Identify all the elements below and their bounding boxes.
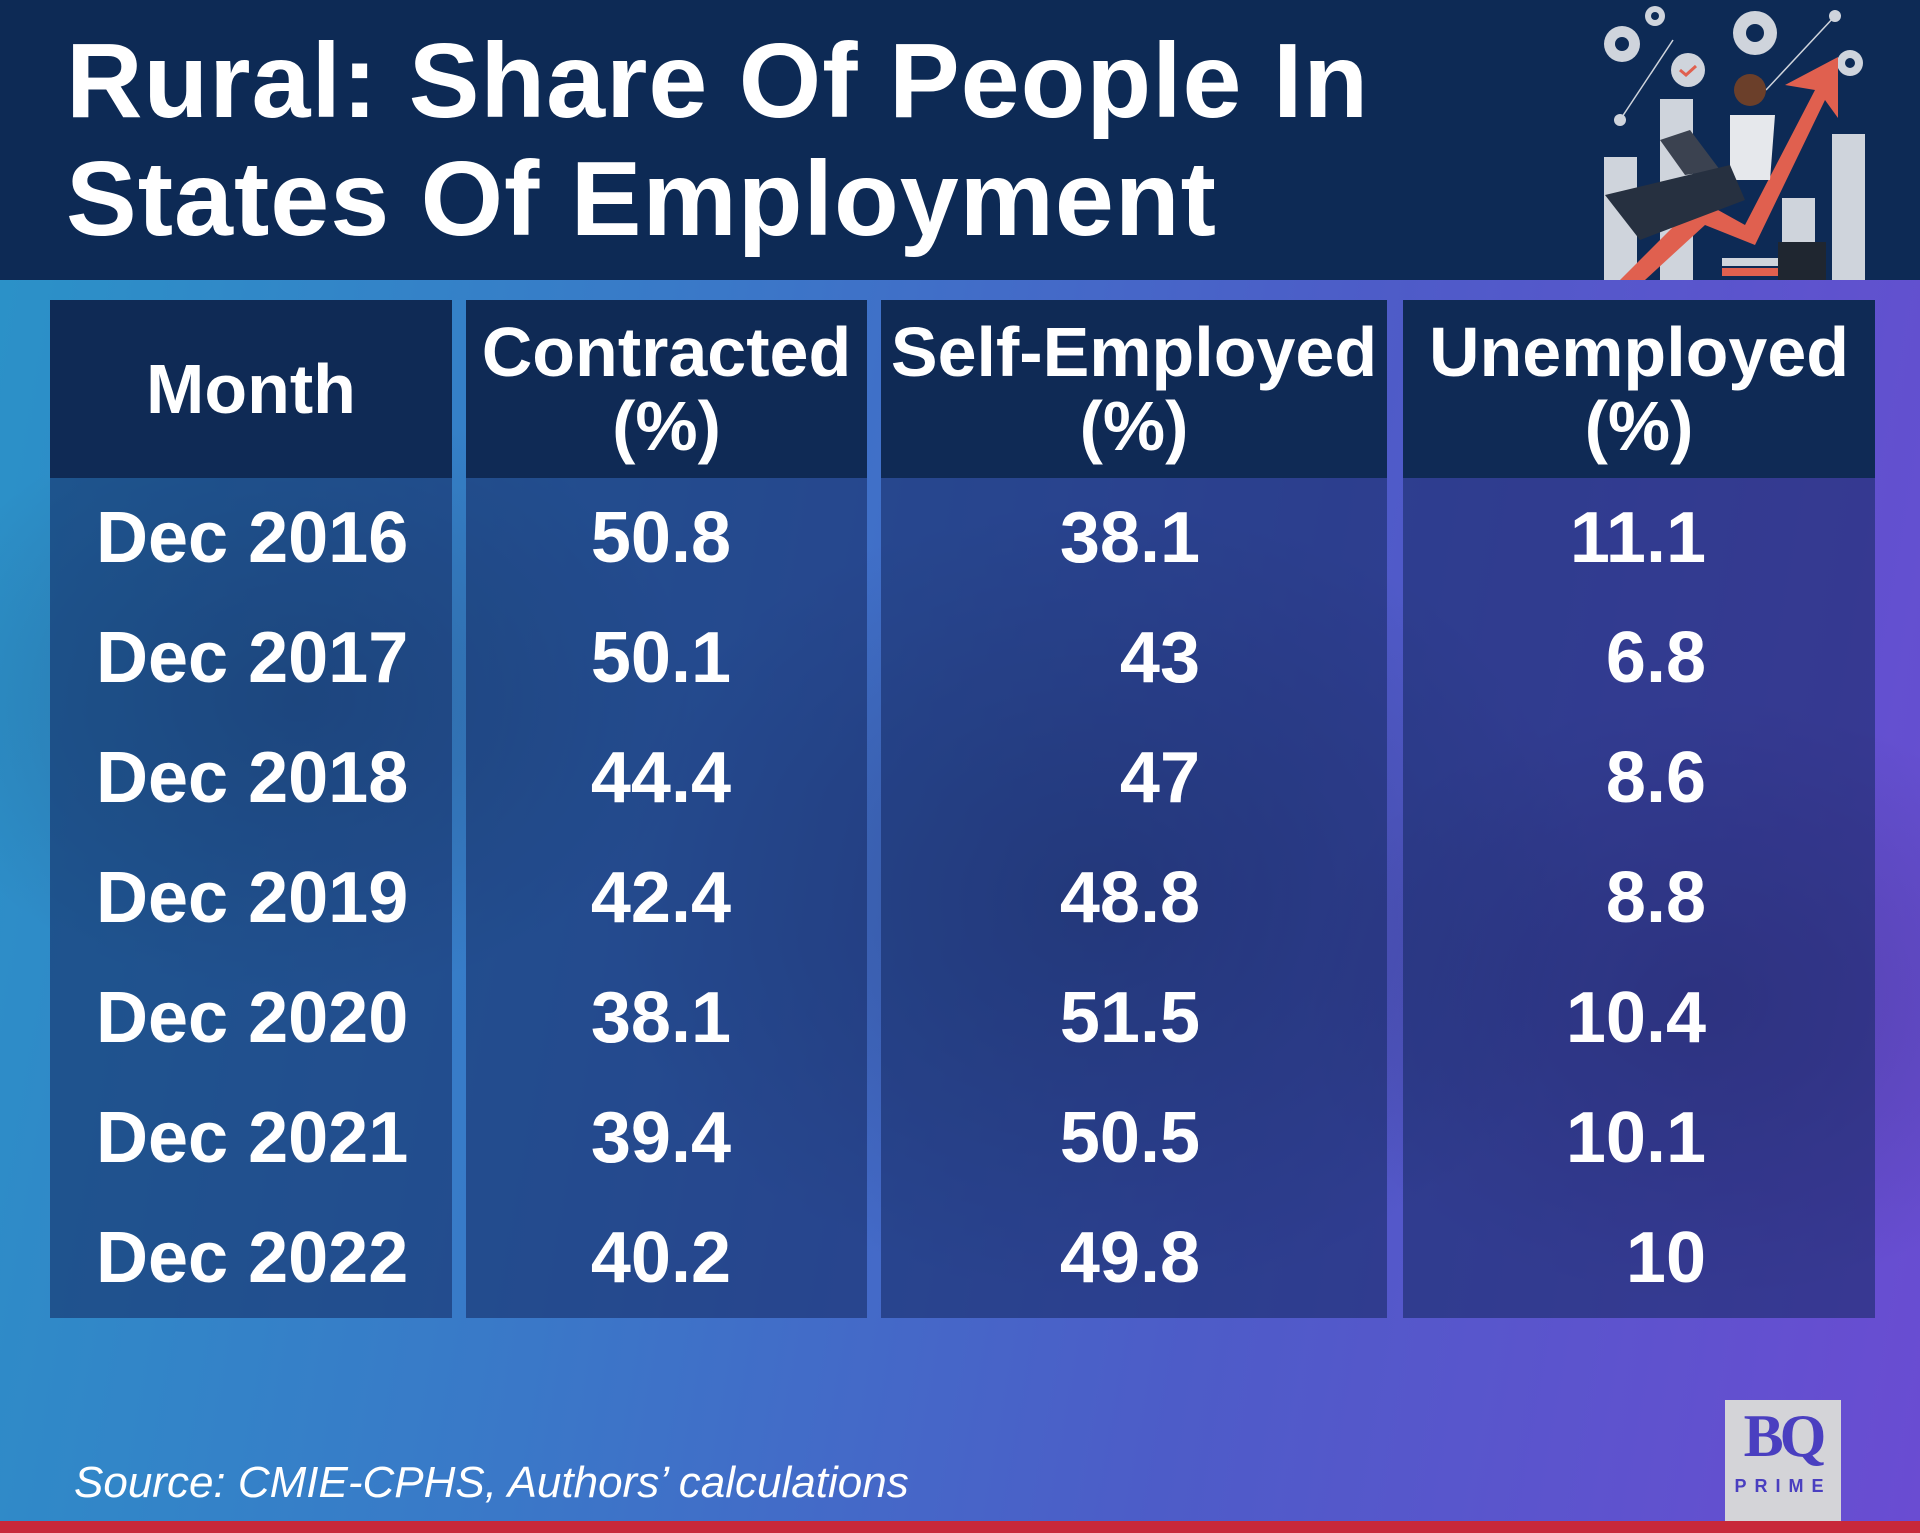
month-cell: Dec 2017 bbox=[96, 618, 409, 698]
contracted-cell: 50.8 bbox=[590, 498, 731, 578]
header-label: Self-Employed bbox=[890, 313, 1378, 391]
header-unit: (%) bbox=[1079, 387, 1189, 465]
month-cell: Dec 2019 bbox=[96, 858, 409, 938]
header-banner: Rural: Share Of People In States Of Empl… bbox=[0, 0, 1920, 280]
self-employed-cell: 49.8 bbox=[1059, 1218, 1200, 1298]
header-label: Month bbox=[146, 350, 356, 428]
self-employed-cell: 38.1 bbox=[1059, 498, 1200, 578]
header-label: Contracted bbox=[481, 313, 852, 391]
header-month: Month bbox=[50, 300, 452, 478]
month-cell: Dec 2020 bbox=[96, 978, 409, 1058]
source-note: Source: CMIE-CPHS, Authors’ calculations bbox=[74, 1458, 909, 1507]
logo-mark: BQ bbox=[1743, 1403, 1827, 1469]
month-cell: Dec 2021 bbox=[96, 1098, 409, 1178]
contracted-cell: 44.4 bbox=[590, 738, 731, 818]
self-employed-cell: 51.5 bbox=[1059, 978, 1200, 1058]
unemployed-cell: 8.6 bbox=[1605, 738, 1706, 818]
contracted-cell: 40.2 bbox=[590, 1218, 731, 1298]
page-title: Rural: Share Of People In States Of Empl… bbox=[66, 22, 1369, 258]
header-label: Unemployed bbox=[1428, 313, 1850, 391]
unemployed-cell: 6.8 bbox=[1605, 618, 1706, 698]
bq-prime-logo: BQ PRIME bbox=[1725, 1400, 1841, 1522]
self-employed-cell: 43 bbox=[1119, 618, 1200, 698]
growth-illustration-icon bbox=[1604, 6, 1865, 280]
header-self-employed: Self-Employed (%) bbox=[881, 300, 1387, 478]
title-line-2: States Of Employment bbox=[66, 140, 1217, 258]
logo-subtext: PRIME bbox=[1734, 1476, 1832, 1496]
contracted-cell: 38.1 bbox=[590, 978, 731, 1058]
header-unemployed: Unemployed (%) bbox=[1403, 300, 1875, 478]
unemployed-column: Unemployed (%) 11.1 6.8 8.6 8.8 10.4 10.1… bbox=[1403, 300, 1875, 1318]
self-employed-column: Self-Employed (%) 38.1 43 47 48.8 51.5 50… bbox=[881, 300, 1387, 1318]
unemployed-cell: 11.1 bbox=[1569, 498, 1706, 578]
month-cell: Dec 2018 bbox=[96, 738, 409, 818]
title-line-1: Rural: Share Of People In bbox=[66, 22, 1370, 140]
self-employed-cell: 48.8 bbox=[1059, 858, 1200, 938]
contracted-cell: 50.1 bbox=[590, 618, 731, 698]
header-unit: (%) bbox=[1584, 387, 1694, 465]
header-unit: (%) bbox=[612, 387, 721, 465]
unemployed-cell: 8.8 bbox=[1605, 858, 1706, 938]
month-cell: Dec 2022 bbox=[96, 1218, 409, 1298]
unemployed-cell: 10 bbox=[1625, 1218, 1706, 1298]
contracted-column: Contracted (%) 50.8 50.1 44.4 42.4 38.1 3… bbox=[466, 300, 867, 1318]
self-employed-cell: 50.5 bbox=[1059, 1098, 1200, 1178]
contracted-cell: 42.4 bbox=[590, 858, 731, 938]
bottom-accent-bar bbox=[0, 1521, 1920, 1533]
self-employed-cell: 47 bbox=[1119, 738, 1200, 818]
month-cell: Dec 2016 bbox=[96, 498, 409, 578]
unemployed-cell: 10.1 bbox=[1565, 1098, 1706, 1178]
contracted-cell: 39.4 bbox=[590, 1098, 731, 1178]
month-column: Month Dec 2016 Dec 2017 Dec 2018 Dec 201… bbox=[50, 300, 452, 1318]
unemployed-cell: 10.4 bbox=[1565, 978, 1706, 1058]
header-contracted: Contracted (%) bbox=[466, 300, 867, 478]
